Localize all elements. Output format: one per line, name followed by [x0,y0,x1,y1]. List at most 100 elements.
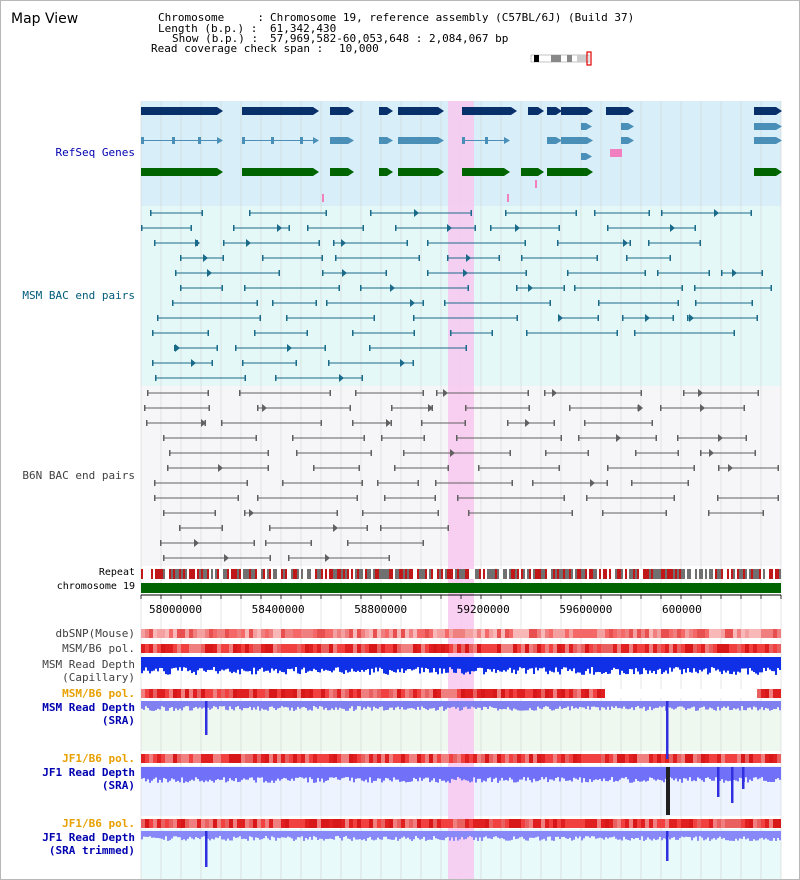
depth-bar [157,657,159,672]
heat-cell [361,754,365,763]
heat-cell [525,754,529,763]
heat-cell [593,754,597,763]
bac-end-tick [172,300,174,306]
repeat-block [543,569,545,579]
bac-end-tick [660,405,662,411]
bac-end-tick [366,525,368,531]
depth-bar [283,767,285,778]
repeat-block [201,569,203,579]
refseq-genes-track[interactable] [141,107,782,202]
heat-cell [149,754,153,763]
heat-cell [605,689,609,698]
heat-cell [301,754,305,763]
heat-cell [677,689,681,698]
length-value: 61,342,430 [270,22,337,35]
heat-cell [265,819,269,828]
depth-bar [263,657,265,672]
depth-bar [215,657,217,672]
depth-bar [705,701,707,710]
depth-bar [371,767,373,783]
depth-bar [631,831,633,838]
depth-bar [565,657,567,668]
bac-end-tick [180,285,182,291]
refseq-track-label[interactable]: RefSeq Genes [55,146,135,159]
chromosome-ideogram[interactable] [530,51,592,66]
repeat-block [753,569,755,579]
depth-bar [645,767,647,782]
bac-end-arrow [732,269,737,277]
heat-cell [213,819,217,828]
depth-bar [493,701,495,708]
depth-bar [297,701,299,707]
depth-bar [625,831,627,840]
depth-bar [659,657,661,669]
depth-bar [493,831,495,837]
depth-bar [389,701,391,708]
depth-bar [161,767,163,783]
heat-cell [505,689,509,698]
depth-bar [489,831,491,839]
heat-cell [365,754,369,763]
heat-cell [469,629,473,638]
repeat-block [775,569,777,579]
heat-cell [405,754,409,763]
repeat-block [207,569,209,579]
depth-bar [741,657,743,669]
depth-bar [437,767,439,783]
depth-bar [359,767,361,779]
heat-cell [573,629,577,638]
depth-bar [745,767,747,778]
depth-bar [603,701,605,708]
heat-cell [353,644,357,653]
heat-cell [685,819,689,828]
repeat-block [497,569,499,579]
depth-bar [761,701,763,708]
repeat-track-label: Repeat [98,567,135,578]
b6n-bac-track-label[interactable]: B6N BAC end pairs [22,469,135,482]
heat-cell [613,754,617,763]
depth-bar [711,657,713,668]
bac-end-tick [468,510,470,516]
repeat-block [231,569,233,579]
bac-end-tick [683,390,685,396]
depth-bar [653,657,655,671]
msm-bac-track[interactable] [141,209,772,382]
depth-bar [171,767,173,779]
heat-cell [585,754,589,763]
repeat-block [373,569,375,579]
heat-cell [365,689,369,698]
depth-bar [291,657,293,669]
depth-bar [601,767,603,782]
msm-bac-track-label[interactable]: MSM BAC end pairs [22,289,135,302]
depth-bar [311,701,313,711]
depth-bar [501,657,503,672]
depth-bar [363,657,365,672]
repeat-block [487,569,489,579]
heat-cell [201,754,205,763]
depth-bar [249,831,251,837]
heat-cell [173,644,177,653]
bac-end-tick [677,435,679,441]
depth-bar [695,701,697,711]
depth-spike [205,701,208,735]
bac-end-tick [669,255,671,261]
depth-bar [447,767,449,782]
bac-end-tick [754,450,756,456]
heat-cell [577,644,581,653]
heat-cell [709,644,713,653]
heat-cell [417,644,421,653]
heat-cell [289,629,293,638]
b6n-bac-track[interactable] [144,389,779,562]
repeat-block [619,569,621,579]
heat-cell [613,689,617,698]
depth-bar [769,767,771,782]
depth-bar [731,831,733,841]
heat-cell [601,644,605,653]
depth-bar [475,657,477,671]
bac-end-tick [306,330,308,336]
repeat-block [205,569,207,579]
depth-bar [219,831,221,837]
depth-bar [261,767,263,778]
depth-bar [509,657,511,668]
